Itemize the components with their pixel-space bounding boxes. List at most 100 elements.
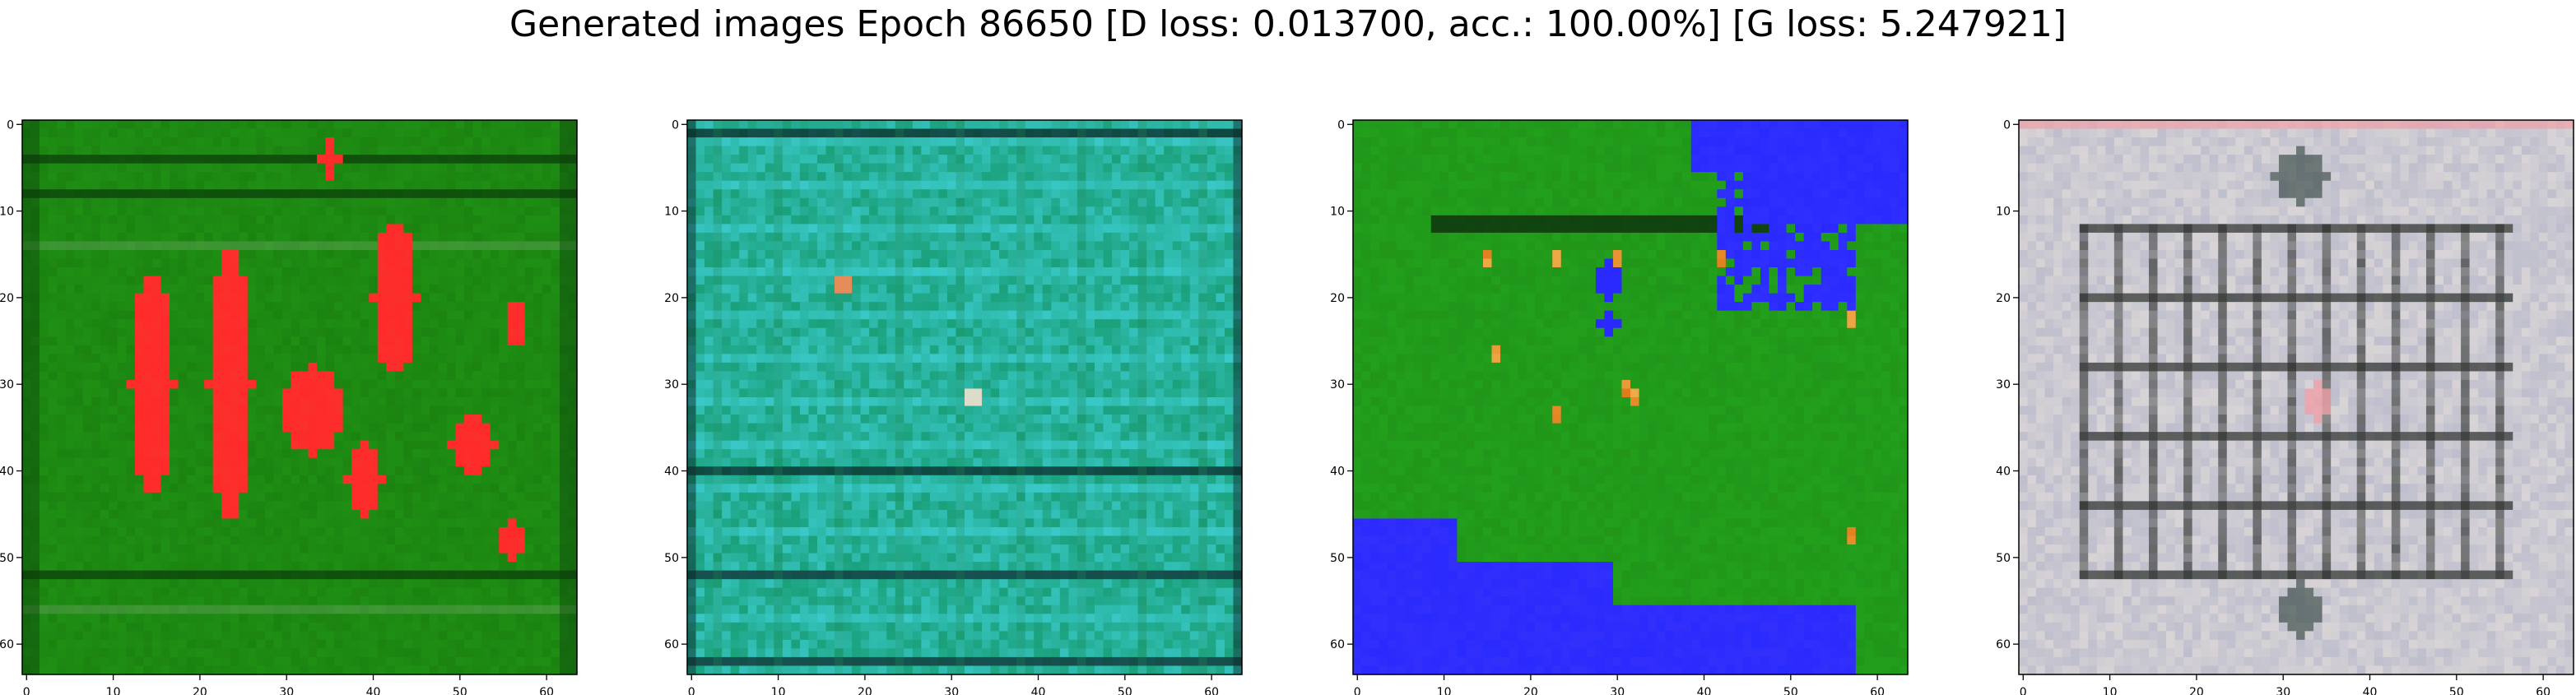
image-cell (117, 475, 127, 484)
image-cell (412, 648, 422, 658)
image-cell (360, 535, 370, 545)
image-cell (22, 587, 32, 597)
image-cell (533, 206, 543, 216)
image-cell (247, 371, 257, 381)
image-cell (464, 354, 474, 364)
image-cell (109, 509, 119, 520)
image-cell (351, 449, 361, 459)
image-cell (1086, 146, 1095, 155)
image-cell (317, 276, 327, 285)
image-cell (291, 526, 300, 537)
image-cell (230, 120, 239, 130)
image-cell (412, 276, 422, 285)
image-cell (429, 614, 439, 623)
image-cell (394, 189, 404, 199)
image-cell (386, 656, 396, 667)
image-cell (151, 440, 162, 450)
image-cell (273, 587, 283, 597)
image-cell (1016, 163, 1026, 173)
image-cell (40, 362, 49, 373)
image-cell (377, 475, 387, 484)
image-cell (421, 336, 430, 346)
image-cell (126, 553, 136, 563)
image-cell (464, 397, 474, 407)
image-cell (160, 492, 170, 502)
image-cell (109, 562, 119, 572)
image-cell (481, 562, 491, 572)
image-cell (40, 241, 49, 251)
image-cell (921, 197, 931, 207)
image-cell (126, 405, 136, 415)
image-cell (291, 276, 300, 285)
image-cell (360, 302, 370, 312)
image-cell (377, 293, 387, 303)
image-cell (912, 215, 922, 225)
image-cell (187, 267, 197, 277)
image-cell (300, 405, 309, 415)
image-cell (221, 285, 231, 294)
image-cell (455, 631, 465, 641)
image-cell (499, 509, 509, 520)
image-cell (65, 336, 75, 346)
image-cell (57, 475, 67, 484)
y-tick-label: 10 (0, 206, 14, 219)
image-cell (499, 405, 509, 415)
image-cell (264, 302, 275, 312)
image-cell (143, 302, 153, 312)
image-cell (57, 614, 67, 623)
image-cell (403, 197, 413, 207)
image-cell (835, 189, 844, 199)
image-cell (421, 553, 430, 563)
image-cell (30, 146, 40, 155)
image-cell (438, 379, 448, 390)
image-cell (204, 120, 214, 130)
image-cell (151, 189, 162, 199)
image-cell (126, 665, 136, 675)
image-cell (40, 622, 49, 632)
image-cell (160, 535, 170, 545)
image-cell (429, 267, 439, 277)
image-cell (559, 509, 570, 520)
image-cell (447, 276, 457, 285)
image-cell (126, 501, 136, 511)
image-cell (412, 553, 422, 563)
image-cell (516, 587, 526, 597)
image-cell (472, 232, 482, 243)
image-cell (100, 596, 109, 606)
image-cell (533, 553, 543, 563)
image-cell (247, 163, 257, 173)
image-cell (291, 423, 300, 433)
image-cell (403, 310, 413, 320)
image-cell (48, 180, 58, 190)
image-cell (360, 172, 370, 182)
image-cell (82, 449, 92, 459)
image-cell (369, 388, 379, 398)
image-cell (273, 518, 283, 528)
image-cell (342, 440, 352, 450)
image-cell (377, 258, 387, 268)
image-cell (886, 232, 896, 243)
image-cell (472, 475, 482, 484)
image-cell (126, 128, 136, 138)
image-cell (170, 336, 179, 346)
image-cell (464, 457, 474, 467)
image-cell (386, 120, 396, 130)
image-cell (369, 345, 379, 354)
image-cell (490, 501, 500, 511)
image-cell (1129, 146, 1139, 155)
image-cell (317, 189, 327, 199)
image-cell (351, 267, 361, 277)
image-cell (559, 379, 570, 390)
image-cell (117, 336, 127, 346)
image-cell (325, 371, 335, 381)
image-cell (852, 189, 862, 199)
image-cell (281, 466, 292, 476)
image-cell (1076, 163, 1087, 173)
image-cell (247, 639, 257, 650)
image-cell (325, 137, 335, 147)
image-cell (825, 163, 835, 173)
image-cell (455, 509, 465, 520)
image-cell (386, 189, 396, 199)
image-cell (825, 146, 835, 155)
image-cell (860, 232, 870, 243)
